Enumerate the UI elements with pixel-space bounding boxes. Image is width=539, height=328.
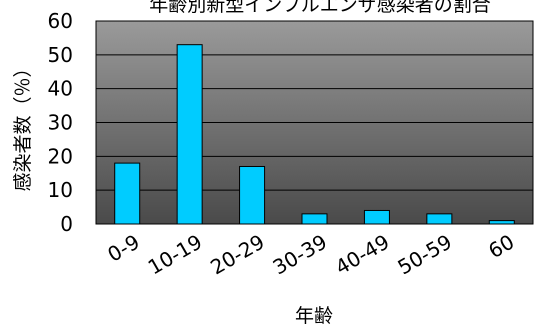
y-tick-label: 20 [48, 144, 73, 168]
bar-0-9 [114, 162, 141, 225]
bar-10-19 [176, 44, 203, 225]
bar-20-29 [239, 165, 266, 225]
x-tick-label: 50-59 [394, 230, 456, 280]
bar-30-39 [301, 213, 328, 225]
y-tick-label: 40 [48, 77, 73, 101]
y-tick-label: 60 [48, 9, 73, 33]
x-tick-label: 30-39 [269, 230, 331, 280]
x-axis-title: 年齢 [295, 305, 333, 327]
bar-40-49 [363, 209, 390, 225]
y-axis-title: 感染者数（％） [12, 58, 34, 191]
bars [114, 44, 515, 225]
y-tick-labels: 0 10 20 30 40 50 60 [48, 9, 73, 236]
y-tick-label: 10 [48, 178, 73, 202]
x-tick-label: 40-49 [331, 230, 393, 280]
y-tick-label: 0 [60, 212, 73, 236]
x-tick-label: 10-19 [144, 230, 206, 280]
x-tick-label: 0-9 [103, 230, 143, 267]
x-tick-label: 60 [484, 230, 518, 264]
bar-50-59 [426, 213, 453, 225]
x-tick-label: 20-29 [206, 230, 268, 280]
y-tick-label: 50 [48, 43, 73, 67]
y-tick-label: 30 [48, 111, 73, 135]
x-tick-labels: 0-9 10-19 20-29 30-39 40-49 50-59 60 [103, 230, 518, 280]
bar-60 [488, 220, 515, 225]
chart-title: 年齢別新型インフルエンザ感染者の割合 [149, 0, 490, 16]
gridlines [96, 54, 533, 191]
